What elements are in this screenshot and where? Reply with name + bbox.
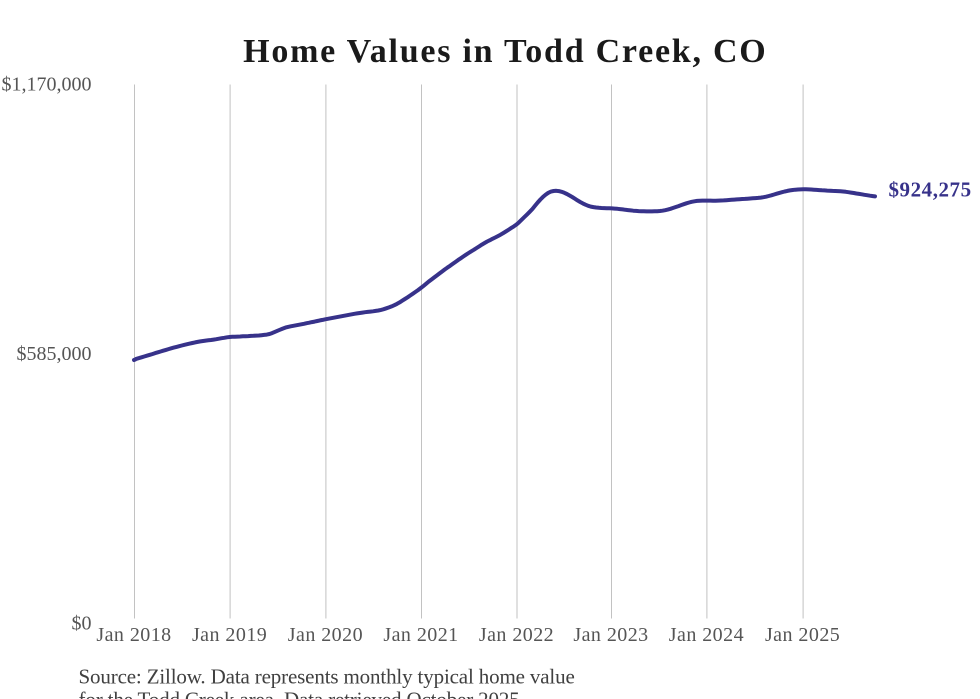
svg-text:Jan 2019: Jan 2019 — [192, 624, 267, 646]
svg-text:Jan 2020: Jan 2020 — [288, 624, 363, 646]
svg-text:Jan 2025: Jan 2025 — [765, 624, 840, 646]
svg-text:Jan 2018: Jan 2018 — [96, 624, 171, 646]
svg-text:Jan 2023: Jan 2023 — [573, 624, 648, 646]
svg-text:$585,000: $585,000 — [17, 343, 92, 365]
svg-text:$1,170,000: $1,170,000 — [2, 74, 92, 96]
svg-text:$924,275: $924,275 — [889, 178, 972, 202]
svg-text:$0: $0 — [72, 613, 92, 635]
svg-text:Jan 2021: Jan 2021 — [383, 624, 458, 646]
svg-text:Home Values in Todd Creek, CO: Home Values in Todd Creek, CO — [243, 33, 767, 70]
svg-text:Jan 2024: Jan 2024 — [669, 624, 744, 646]
svg-text:Source: Zillow. Data represent: Source: Zillow. Data represents monthly … — [79, 665, 575, 689]
svg-text:for the Todd Creek area. Data: for the Todd Creek area. Data retrieved … — [79, 687, 520, 699]
svg-text:Jan 2022: Jan 2022 — [479, 624, 554, 646]
